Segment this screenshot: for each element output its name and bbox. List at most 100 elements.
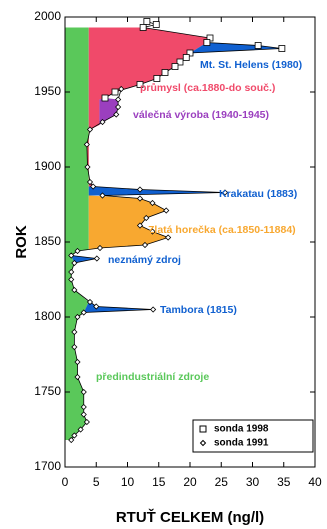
area-label: průmysl (ca.1880-do souč.) [140, 82, 275, 94]
marker [136, 222, 144, 229]
marker [77, 426, 84, 433]
legend-label: sonda 1998 [214, 424, 269, 435]
legend-marker [199, 439, 207, 447]
marker [153, 75, 161, 82]
marker [101, 94, 109, 102]
area-label: předindustriální zdroje [96, 371, 209, 383]
marker [80, 411, 87, 418]
area [86, 27, 210, 187]
x-tick-label: 20 [183, 475, 197, 489]
legend-label: sonda 1991 [214, 438, 269, 449]
axes: 0 5 10 15 20 25 30 35 40 1700 1750 1800 1850 1900 1950… [34, 9, 322, 489]
area-label: Mt. St. Helens (1980) [200, 59, 302, 71]
marker [83, 418, 90, 426]
y-tick-label: 2000 [34, 9, 61, 23]
y-tick-label: 1950 [34, 84, 61, 98]
x-tick-label: 5 [93, 475, 100, 489]
marker [182, 54, 190, 61]
marker [115, 103, 122, 111]
marker [71, 286, 78, 294]
marker [278, 45, 286, 52]
marker [143, 214, 150, 222]
markers [68, 18, 286, 444]
marker [149, 199, 156, 207]
marker [139, 24, 147, 31]
marker [71, 432, 78, 439]
x-axis-label: RTUŤ CELKEM (ng/l) [116, 508, 264, 526]
x-tick-label: 40 [308, 475, 322, 489]
marker [84, 163, 91, 171]
marker [68, 268, 75, 276]
x-tick-label: 35 [277, 475, 291, 489]
marker [115, 96, 122, 103]
marker [171, 63, 179, 70]
marker [86, 298, 94, 306]
marker [80, 403, 87, 411]
marker [143, 18, 151, 25]
marker [86, 126, 94, 133]
area-label: Zlatá horečka (ca.1850-11884) [148, 224, 296, 236]
marker [71, 343, 78, 351]
marker [74, 358, 81, 366]
marker [136, 186, 144, 193]
legend-marker [199, 425, 207, 433]
marker [99, 192, 106, 199]
marker [71, 259, 78, 267]
marker [136, 195, 144, 202]
marker [99, 118, 106, 126]
marker [186, 49, 194, 57]
area-label: válečná výroba (1940-1945) [133, 109, 269, 121]
y-axis-label: ROK [13, 225, 30, 259]
area [88, 195, 169, 250]
area-label: Tambora (1815) [160, 304, 237, 316]
marker [161, 69, 169, 76]
marker [165, 234, 172, 241]
marker [141, 241, 149, 249]
x-tick-label: 25 [215, 475, 229, 489]
y-tick-label: 1900 [34, 159, 61, 173]
y-tick-label: 1850 [34, 234, 61, 248]
marker [80, 388, 87, 396]
marker [96, 244, 104, 252]
y-tick-label: 1800 [34, 309, 61, 323]
legend-box [192, 419, 314, 453]
marker [74, 247, 81, 255]
marker [150, 306, 157, 313]
area-label: Krakatau (1883) [219, 188, 297, 200]
marker [71, 328, 78, 336]
area [71, 255, 97, 263]
area-label: neznámý zdroj [108, 254, 181, 266]
marker [136, 81, 144, 88]
marker [93, 255, 100, 262]
area [99, 98, 119, 125]
marker [221, 189, 229, 196]
marker [203, 39, 211, 46]
x-tick-label: 10 [121, 475, 135, 489]
marker [149, 228, 156, 235]
y-tick-label: 1750 [34, 384, 61, 398]
marker [163, 207, 170, 214]
marker [74, 313, 81, 321]
marker [118, 85, 125, 93]
x-tick-label: 15 [152, 475, 166, 489]
marker [86, 178, 94, 186]
marker [254, 42, 262, 49]
marker [83, 141, 90, 148]
x-tick-label: 0 [62, 475, 69, 489]
marker [93, 303, 100, 310]
area [65, 27, 89, 440]
marker [68, 436, 75, 444]
marker [113, 111, 120, 118]
area [190, 42, 282, 53]
x-tick-label: 30 [246, 475, 260, 489]
marker [152, 21, 160, 28]
y-tick-label: 1700 [34, 459, 61, 473]
marker [80, 309, 87, 316]
marker [68, 252, 75, 259]
marker [68, 276, 75, 283]
marker [90, 183, 97, 190]
marker [176, 58, 184, 66]
marker [111, 88, 119, 96]
